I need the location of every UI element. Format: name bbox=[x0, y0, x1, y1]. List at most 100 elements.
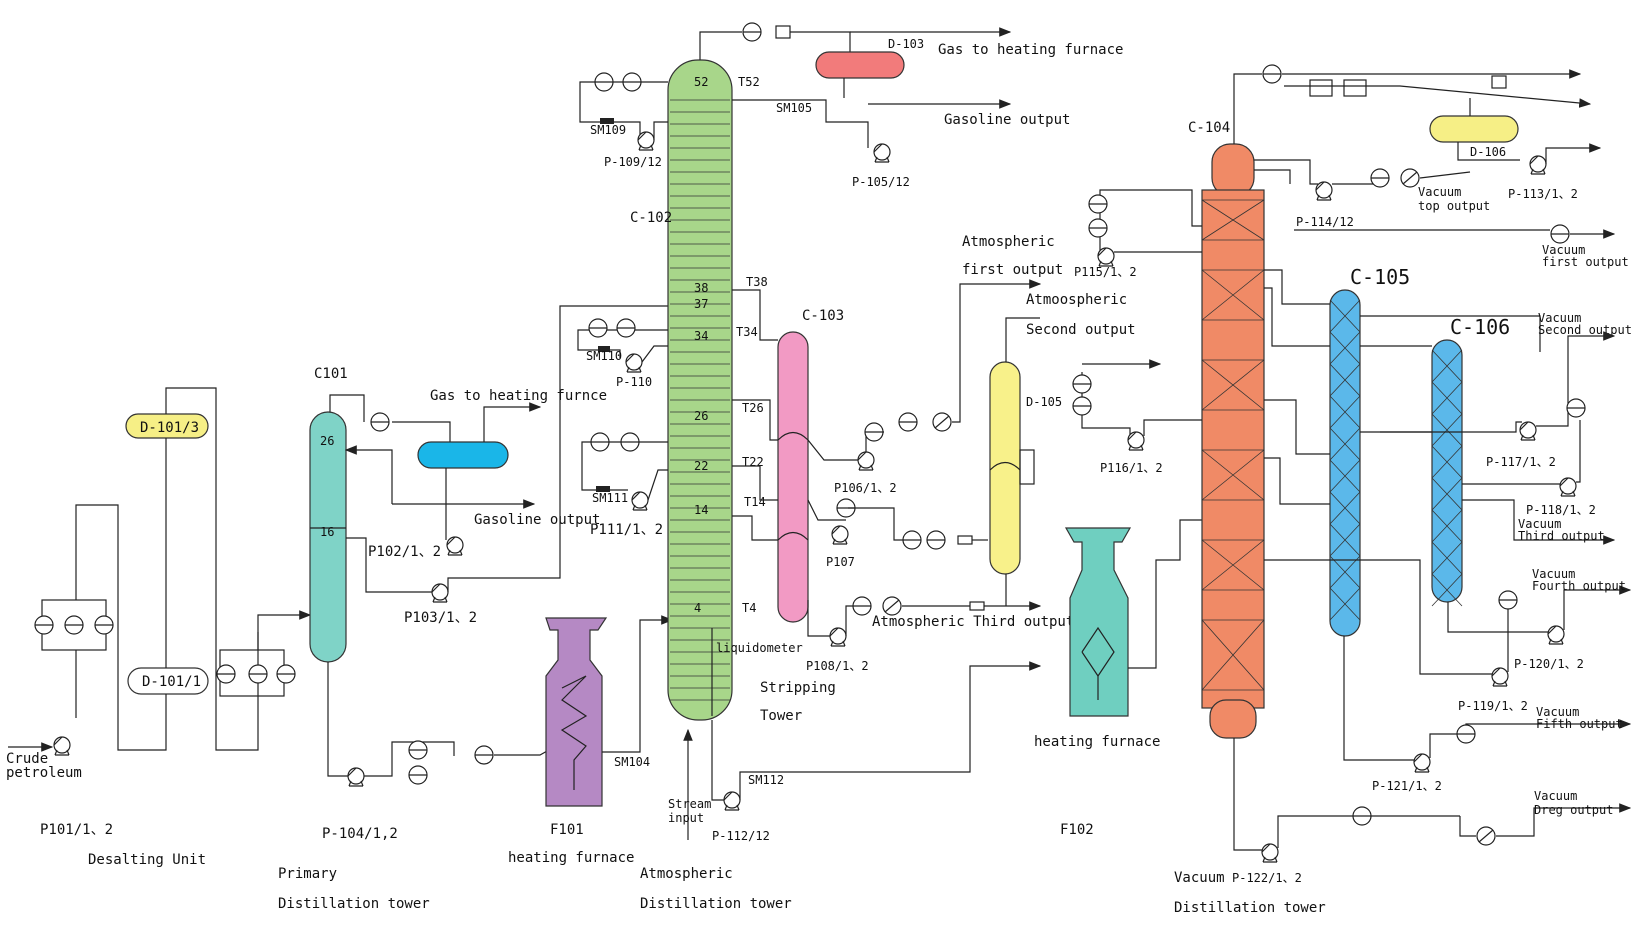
furnace-f101: SM104 F101 heating furnace bbox=[508, 615, 674, 866]
vac-dreg-label-2: Dreg output bbox=[1534, 803, 1613, 817]
c104-bottom bbox=[1209, 699, 1257, 739]
t34-label: T34 bbox=[736, 325, 758, 339]
gas-heating-furnace-2-label: Gas to heating furnace bbox=[938, 42, 1123, 58]
p120-label: P-120/1、2 bbox=[1514, 657, 1584, 671]
p111-label: P111/1、2 bbox=[590, 522, 663, 538]
c104-packing-bed bbox=[1201, 539, 1265, 591]
d106-label: D-106 bbox=[1470, 145, 1506, 159]
sm104-label: SM104 bbox=[614, 755, 650, 769]
stripper-packing bbox=[1431, 349, 1463, 383]
c102-tray26: 26 bbox=[694, 409, 708, 423]
p102-label: P102/1、2 bbox=[368, 544, 441, 560]
stripper-packing bbox=[1329, 427, 1361, 461]
primary-tower-label-2: Distillation tower bbox=[278, 896, 430, 912]
petroleum-label: petroleum bbox=[6, 765, 82, 781]
vac-fourth-label-2: Fourth output bbox=[1532, 579, 1626, 593]
p122-label: P-122/1、2 bbox=[1232, 871, 1302, 885]
c104-top bbox=[1211, 143, 1255, 197]
vacuum-tower-label-2: Distillation tower bbox=[1174, 900, 1326, 916]
f102-name-label: heating furnace bbox=[1034, 734, 1160, 750]
c101-label: C101 bbox=[314, 366, 348, 382]
p104-label: P-104/1,2 bbox=[322, 826, 398, 842]
atm-second-label-1: Atmoospheric bbox=[1026, 292, 1127, 308]
vacuum-tower-c104: C-104 D-106 P-113/1、2 Vacuum top output … bbox=[1072, 64, 1632, 916]
vac-second-label-2: Second output bbox=[1538, 323, 1632, 337]
c102-label: C-102 bbox=[630, 210, 672, 226]
atm-tower-label-1: Atmospheric bbox=[640, 866, 733, 882]
stripper-packing bbox=[1329, 395, 1361, 429]
c102-tower bbox=[667, 59, 733, 721]
strippers-c105-c106: C-105 C-106 Vacuum Second output P-117/1… bbox=[1264, 265, 1632, 793]
p103-label: P103/1、2 bbox=[404, 610, 477, 626]
d101-3-drum bbox=[125, 413, 209, 439]
f101-name-label: heating furnace bbox=[508, 850, 634, 866]
p112-label: P-112/12 bbox=[712, 829, 770, 843]
sm109-label: SM109 bbox=[590, 123, 626, 137]
stripper-packing bbox=[1431, 445, 1463, 479]
p106-label: P106/1、2 bbox=[834, 481, 897, 495]
c102-tray22: 22 bbox=[694, 459, 708, 473]
d105-group: D-105 bbox=[989, 317, 1062, 606]
c101-tray16-label: 16 bbox=[320, 525, 334, 539]
stripper-packing bbox=[1329, 523, 1361, 557]
d103-drum bbox=[815, 51, 905, 79]
c102-tray38: 38 bbox=[694, 281, 708, 295]
c104-packing-bed bbox=[1201, 619, 1265, 691]
furnace-f102: heating furnace F102 bbox=[1034, 519, 1202, 838]
c102-tray37: 37 bbox=[694, 297, 708, 311]
primary-tower-label-1: Primary bbox=[278, 866, 337, 882]
p109-label: P-109/12 bbox=[604, 155, 662, 169]
p110-label: P-110 bbox=[616, 375, 652, 389]
stripper-packing bbox=[1329, 491, 1361, 525]
p108-label: P108/1、2 bbox=[806, 659, 869, 673]
atm-third-label: Atmospheric Third output bbox=[872, 614, 1074, 630]
atm-first-label-2: first output bbox=[962, 262, 1063, 278]
crude-label: Crude bbox=[6, 751, 48, 767]
vac-second-label-1: Vacuum bbox=[1538, 311, 1581, 325]
gasoline-output-1-label: Gasoline output bbox=[474, 512, 600, 528]
stripper-packing bbox=[1329, 363, 1361, 397]
c105-tower bbox=[1329, 289, 1361, 637]
stripping-label-2: Tower bbox=[760, 708, 802, 724]
p105-label: P-105/12 bbox=[852, 175, 910, 189]
gasoline-output-2-label: Gasoline output bbox=[944, 112, 1070, 128]
stripper-packing bbox=[1329, 459, 1361, 493]
t26-label: T26 bbox=[742, 401, 764, 415]
c103-label: C-103 bbox=[802, 308, 844, 324]
atmospheric-outputs: Atmospheric first output Atmoospheric Se… bbox=[872, 234, 1136, 630]
d105-drum bbox=[989, 361, 1021, 575]
stripper-packing bbox=[1431, 509, 1463, 543]
d103-label: D-103 bbox=[888, 37, 924, 51]
p116-label: P116/1、2 bbox=[1100, 461, 1163, 475]
c104-packing-bed bbox=[1201, 199, 1265, 241]
sm110-label: SM110 bbox=[586, 349, 622, 363]
stripping-label-1: Stripping bbox=[760, 680, 836, 696]
vac-third-label-2: Third output bbox=[1518, 529, 1605, 543]
c104-packing-bed bbox=[1201, 449, 1265, 501]
d105-label: D-105 bbox=[1026, 395, 1062, 409]
c106-tower bbox=[1431, 339, 1463, 603]
c101-tray26-label: 26 bbox=[320, 434, 334, 448]
stripper-packing bbox=[1431, 477, 1463, 511]
f102-body bbox=[1064, 527, 1132, 717]
f102-label: F102 bbox=[1060, 822, 1094, 838]
c102-tray52: 52 bbox=[694, 75, 708, 89]
desalting-unit: D-101/3 D-101/1 Crude petroleum P101/1、2… bbox=[6, 387, 312, 868]
p113-label: P-113/1、2 bbox=[1508, 187, 1578, 201]
c102-tray14: 14 bbox=[694, 503, 708, 517]
vac-third-label-1: Vacuum bbox=[1518, 517, 1561, 531]
primary-tower-group: C101 26 16 Gas to heating furnce Gasolin… bbox=[278, 305, 672, 912]
stripper-packing bbox=[1329, 299, 1361, 333]
stripping-tower-c103: C-103 P106/1、2 P107 P108/1、2 Stripping T… bbox=[732, 279, 1042, 724]
stripper-packing bbox=[1329, 331, 1361, 365]
primary-gas-drum bbox=[417, 441, 509, 469]
f101-body bbox=[545, 617, 608, 807]
p101-label: P101/1、2 bbox=[40, 822, 113, 838]
stripper-packing bbox=[1431, 573, 1463, 607]
sm111-label: SM111 bbox=[592, 491, 628, 505]
atmospheric-tower-c102: 52 38 37 34 26 22 14 4 T52 T38 T34 T26 T… bbox=[577, 22, 1123, 912]
stripper-packing bbox=[1431, 541, 1463, 575]
t4-label: T4 bbox=[742, 601, 756, 615]
atm-tower-label-2: Distillation tower bbox=[640, 896, 792, 912]
